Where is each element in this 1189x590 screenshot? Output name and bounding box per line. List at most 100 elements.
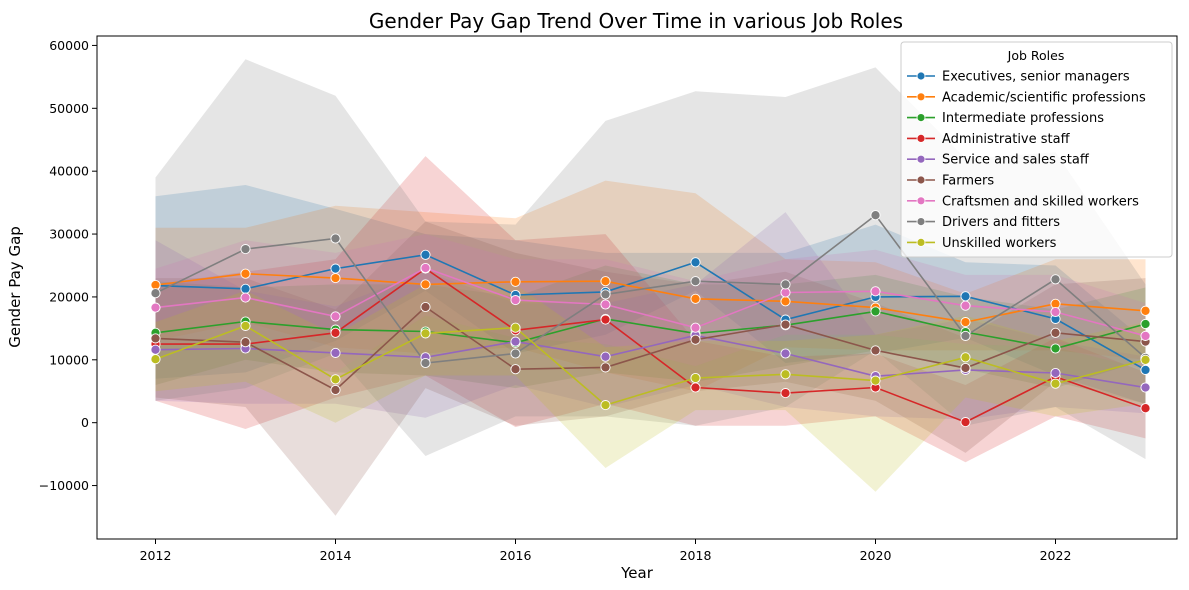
- legend-label-6: Craftsmen and skilled workers: [942, 194, 1139, 209]
- x-tick-label: 2016: [500, 548, 532, 563]
- legend-marker-3: [916, 133, 926, 143]
- data-point-8-0: [150, 354, 161, 365]
- data-point-0-2: [330, 263, 341, 274]
- legend-marker-5: [916, 175, 926, 185]
- data-point-8-6: [690, 372, 701, 384]
- legend-marker-1: [916, 92, 926, 102]
- data-point-8-9: [960, 352, 971, 363]
- data-point-7-2: [330, 233, 341, 244]
- y-tick-label: 10000: [49, 352, 89, 367]
- data-point-6-5: [600, 299, 611, 310]
- legend: Job Roles Executives, senior managers Ac…: [900, 41, 1173, 258]
- confidence-band-3: [155, 156, 1146, 463]
- confidence-band-5: [155, 221, 1146, 516]
- legend-marker-7: [916, 217, 926, 227]
- data-point-4-11: [1140, 382, 1151, 393]
- data-point-0-11: [1140, 364, 1151, 375]
- data-point-4-7: [780, 348, 791, 359]
- legend-marker-6: [916, 196, 926, 206]
- data-point-6-11: [1140, 330, 1151, 341]
- legend-marker-0: [916, 71, 926, 81]
- data-point-8-4: [510, 322, 521, 333]
- legend-label-2: Intermediate professions: [942, 111, 1104, 126]
- data-point-5-1: [240, 337, 251, 348]
- data-point-5-10: [1050, 327, 1061, 338]
- confidence-band-7: [155, 59, 1146, 460]
- data-point-7-10: [1050, 274, 1061, 285]
- legend-label-7: Drivers and fitters: [942, 215, 1060, 230]
- data-point-5-3: [420, 301, 431, 313]
- data-point-8-5: [600, 400, 611, 411]
- legend-marker-4: [916, 154, 926, 164]
- y-tick-label: 0: [81, 415, 89, 430]
- y-axis-title: Gender Pay Gap: [6, 226, 24, 348]
- data-point-5-8: [870, 345, 881, 356]
- legend-marker-8: [916, 237, 926, 247]
- legend-label-4: Service and sales staff: [942, 153, 1090, 168]
- data-point-4-2: [330, 347, 341, 358]
- data-point-6-2: [330, 311, 341, 322]
- series-line-1: [155, 272, 1146, 323]
- data-point-4-10: [1050, 367, 1061, 379]
- y-tick-label: 60000: [49, 38, 89, 53]
- data-point-7-1: [240, 244, 251, 255]
- data-point-3-11: [1140, 403, 1151, 414]
- data-point-7-7: [780, 279, 791, 290]
- data-point-3-6: [690, 382, 701, 393]
- data-point-7-0: [150, 288, 161, 299]
- series-line-7: [155, 214, 1147, 364]
- data-point-3-2: [330, 327, 341, 338]
- data-point-8-3: [420, 328, 431, 339]
- data-point-3-9: [960, 417, 971, 428]
- data-point-1-2: [330, 273, 341, 284]
- confidence-band-8: [155, 284, 1146, 492]
- legend-title: Job Roles: [1007, 48, 1065, 63]
- x-axis-ticks: 2012 2014 2016 2018 2020 2022: [140, 539, 1071, 563]
- data-point-6-1: [240, 292, 251, 303]
- y-axis-ticks: −10000 0 10000 20000 30000 40000 50000 60000: [39, 38, 97, 493]
- series-line-0: [155, 253, 1146, 371]
- data-point-7-4: [510, 348, 521, 359]
- x-tick-label: 2020: [860, 548, 892, 563]
- data-point-8-1: [240, 320, 251, 331]
- data-point-6-3: [420, 262, 431, 274]
- x-tick-label: 2014: [320, 548, 352, 563]
- legend-label-3: Administrative staff: [942, 132, 1071, 147]
- data-point-5-6: [690, 334, 701, 345]
- legend-box: [900, 41, 1173, 258]
- data-point-4-5: [600, 351, 611, 362]
- series-lines: [155, 214, 1147, 423]
- data-point-5-5: [600, 362, 611, 373]
- data-point-8-10: [1050, 378, 1061, 389]
- data-point-1-7: [780, 296, 791, 307]
- data-point-6-10: [1050, 306, 1061, 318]
- data-point-7-8: [870, 210, 881, 221]
- series-line-4: [155, 334, 1146, 389]
- confidence-band-0: [155, 185, 1146, 404]
- data-point-7-6: [690, 276, 701, 287]
- data-point-3-5: [600, 314, 611, 325]
- data-point-2-11: [1140, 318, 1151, 330]
- series-line-6: [155, 267, 1146, 337]
- y-tick-label: 20000: [49, 289, 89, 304]
- data-point-6-8: [870, 286, 881, 297]
- chart-title: Gender Pay Gap Trend Over Time in variou…: [369, 9, 903, 33]
- data-point-5-2: [330, 384, 341, 396]
- data-point-5-0: [150, 333, 161, 344]
- data-point-0-1: [240, 283, 251, 294]
- data-point-5-9: [960, 362, 971, 374]
- legend-label-5: Farmers: [942, 174, 994, 189]
- data-point-6-6: [690, 322, 701, 333]
- data-point-1-1: [240, 268, 251, 279]
- legend-label-0: Executives, senior managers: [942, 70, 1130, 85]
- data-point-5-4: [510, 364, 521, 375]
- y-tick-label: 50000: [49, 101, 89, 116]
- legend-label-1: Academic/scientific professions: [942, 90, 1146, 105]
- data-point-3-7: [780, 388, 791, 399]
- data-point-4-0: [150, 344, 161, 355]
- data-point-4-4: [510, 336, 521, 347]
- series-line-2: [155, 310, 1146, 350]
- data-point-7-9: [960, 330, 971, 341]
- data-point-0-3: [420, 249, 431, 260]
